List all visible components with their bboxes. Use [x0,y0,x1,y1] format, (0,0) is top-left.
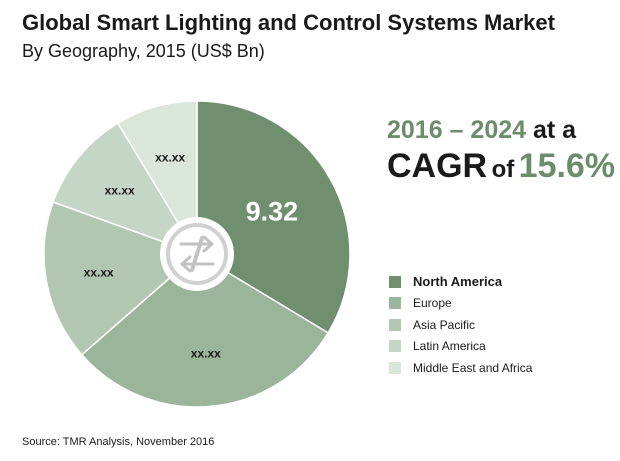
legend-swatch [389,340,401,353]
slice-label-asia-pacific: xx.xx [84,266,114,280]
pie-slice-latin-america [52,122,199,256]
cagr-of: of [491,156,515,183]
legend-item-middle-east-and-africa: Middle East and Africa [389,357,532,379]
legend-swatch [389,361,401,374]
legend-label: Middle East and Africa [413,360,533,375]
legend-item-latin-america: Latin America [389,336,532,358]
chart-subtitle: By Geography, 2015 (US$ Bn) [22,41,265,61]
cagr-rate: 15.6% [518,147,616,185]
pie-slice-middle-east-and-africa [116,100,198,257]
cagr-annotation-line1: 2016 – 2024 at a [387,116,576,145]
no-signal-icon [160,217,234,291]
legend-label: Europe [413,296,452,311]
pie-slice-north-america [196,100,351,334]
source-note: Source: TMR Analysis, November 2016 [22,436,215,448]
slice-label-europe: xx.xx [191,347,221,361]
legend-label: North America [413,274,503,290]
slice-label-latin-america: xx.xx [105,184,135,198]
legend-label: Latin America [413,339,486,354]
legend-swatch [389,318,401,331]
cagr-annotation-line2: CAGR of 15.6% [387,147,615,186]
legend-item-north-america: North America [389,271,532,293]
slice-label-north-america: 9.32 [246,197,299,227]
legend-item-europe: Europe [389,293,532,315]
cagr-at-a: at a [532,116,577,144]
legend-label: Asia Pacific [413,317,476,332]
legend-swatch [389,275,401,288]
chart-title: Global Smart Lighting and Control System… [22,10,555,35]
chart-legend: North America Europe Asia Pacific Latin … [389,271,532,379]
pie-slice-europe [80,253,330,408]
legend-item-asia-pacific: Asia Pacific [389,314,532,336]
cagr-years: 2016 – 2024 [387,116,527,144]
cagr-label: CAGR [387,147,488,185]
slice-label-middle-east-and-africa: xx.xx [155,151,185,165]
legend-swatch [389,297,401,310]
